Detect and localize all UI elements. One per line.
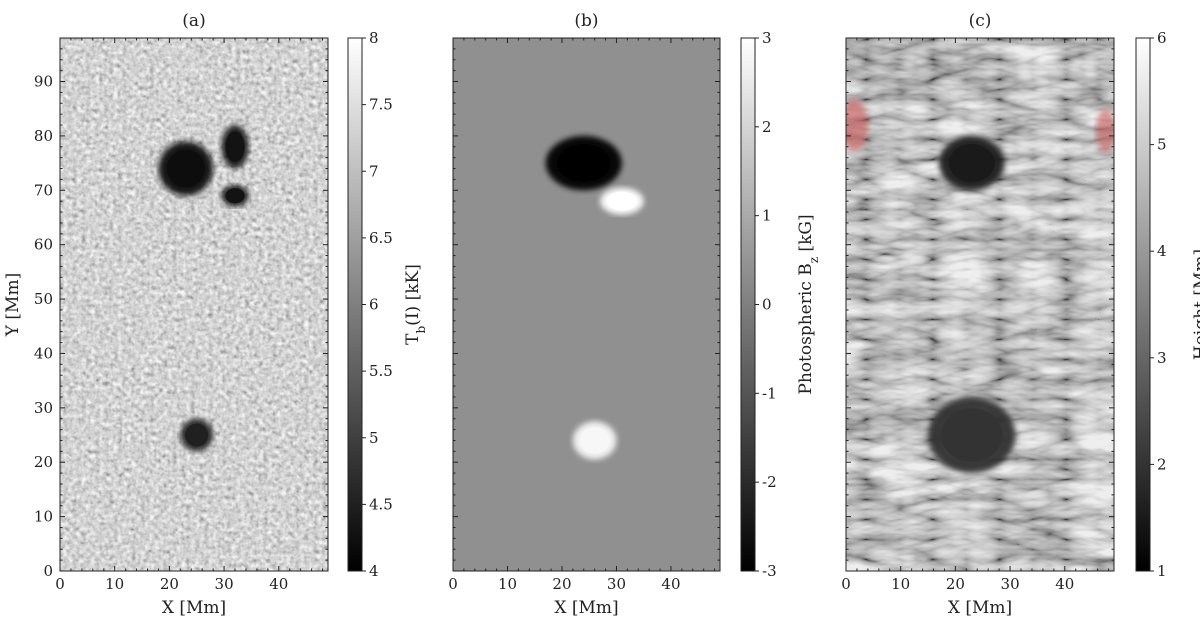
plot-frame [59,37,329,572]
colorbar-tick-label: 3 [1157,349,1167,367]
colorbar-label: Tb(I) [kK] [403,264,428,345]
positive-polarity-upper-core [606,191,638,211]
y-tick-label: 70 [34,181,53,199]
colorbar-tick-label: -2 [762,473,777,491]
panel-3: 0 10 20 30 40 X [Mm] (c) 1 2 3 4 5 6 Height [Mm] [841,11,1200,618]
colorbar-tick-label: 6 [1157,29,1167,47]
heatmap-image [846,38,1114,571]
y-tick-label: 80 [34,127,53,145]
x-tick-label: 40 [269,575,288,593]
plot-frame [845,37,1115,572]
colorbar-gradient [740,37,756,572]
positive-polarity-lower-core [579,427,610,454]
heatmap-texture [846,38,1114,571]
x-tick-label: 40 [1055,575,1074,593]
panel-title: (c) [969,11,992,31]
x-axis-label: X [Mm] [948,598,1012,618]
colorbar-label-rest: [kG] [796,214,816,257]
heatmap-base-tone [453,38,720,571]
sunspot-upper-left-core [166,149,205,188]
y-tick-label: 0 [43,562,53,580]
colorbar-tick-label: -3 [762,562,777,580]
colorbar-tick-label: 2 [762,118,772,136]
plot-frame [452,37,721,572]
sunspot-lower-core [185,423,209,447]
panel-1: 0 10 20 30 40 0 10 20 30 40 50 60 70 80 90 X [Mm] Y [Mm]… [3,11,428,618]
dark-core-lower-core [941,408,1003,462]
colorbar-tick-label: 1 [762,207,772,225]
y-tick-label: 10 [34,508,53,526]
overlay-right [1095,108,1114,153]
x-tick-label: 20 [160,575,179,593]
heatmap-texture [60,38,328,571]
colorbar-tick-label: 6 [369,296,379,314]
y-tick-label: 50 [34,290,53,308]
x-tick-label: 0 [841,575,851,593]
x-tick-label: 10 [891,575,910,593]
colorbar-label-rest: (I) [kK] [403,264,423,326]
colorbar-tick-label: 2 [1157,455,1167,473]
colorbar-tick-label: 1 [1157,562,1167,580]
dark-core-upper-core [948,144,995,183]
x-axis-label: X [Mm] [554,598,618,618]
colorbar: -3 -2 -1 0 1 2 3 Photospheric Bz [kG] [740,29,821,580]
panel-title: (b) [574,11,598,31]
colorbar-tick-label: 5.5 [369,362,393,380]
x-tick-label: 30 [607,575,626,593]
sunspot-upper-right-core [225,131,245,163]
colorbar-tick-label: 4 [1157,242,1167,260]
colorbar: 1 2 3 4 5 6 Height [Mm] [1135,29,1200,580]
heatmap-image [60,38,328,571]
colorbar-tick-label: 6.5 [369,229,393,247]
colorbar-tick-label: 5 [1157,136,1167,154]
colorbar-gradient [1135,37,1151,572]
y-tick-label: 40 [34,344,53,362]
colorbar-label: Photospheric Bz [kG] [796,214,821,394]
colorbar-label-sub: b [414,326,428,334]
colorbar-tick-label: 7.5 [369,96,393,114]
colorbar-label-sub: z [807,257,821,263]
panel-title: (a) [182,11,205,31]
colorbar-label-main: Photospheric B [796,263,816,394]
colorbar-tick-label: 5 [369,429,379,447]
x-tick-label: 0 [55,575,65,593]
y-tick-label: 60 [34,236,53,254]
colorbar-label: Height [Mm] [1191,249,1200,360]
x-tick-label: 30 [215,575,234,593]
colorbar-tick-label: 0 [762,296,772,314]
colorbar-label-main: T [403,333,423,345]
sunspot-upper-lower-core [225,188,245,204]
x-tick-label: 30 [1001,575,1020,593]
colorbar-tick-label: 8 [369,29,379,47]
x-tick-label: 20 [552,575,571,593]
panel-2: 0 10 20 30 40 X [Mm] (b) -3 -2 -1 0 1 2 3 Photospheric… [448,11,821,618]
colorbar-gradient [347,37,363,572]
colorbar-tick-label: 4 [369,562,379,580]
x-tick-label: 10 [105,575,124,593]
x-tick-label: 20 [946,575,965,593]
heatmap-image [453,38,720,571]
x-tick-label: 10 [498,575,517,593]
colorbar-tick-label: 3 [762,29,772,47]
colorbar: 4 4.5 5 5.5 6 6.5 7 7.5 8 Tb(I) [kK] [347,29,428,580]
y-tick-label: 30 [34,399,53,417]
x-tick-label: 40 [661,575,680,593]
x-axis-label: X [Mm] [162,598,226,618]
overlay-left [846,99,869,152]
colorbar-tick-label: -1 [762,384,777,402]
y-axis-label: Y [Mm] [3,273,23,337]
negative-polarity-spot-core [557,144,611,183]
y-tick-label: 20 [34,453,53,471]
colorbar-tick-label: 4.5 [369,495,393,513]
colorbar-label-main: Height [Mm] [1191,249,1200,360]
x-tick-label: 0 [448,575,458,593]
colorbar-tick-label: 7 [369,162,379,180]
y-tick-label: 90 [34,73,53,91]
